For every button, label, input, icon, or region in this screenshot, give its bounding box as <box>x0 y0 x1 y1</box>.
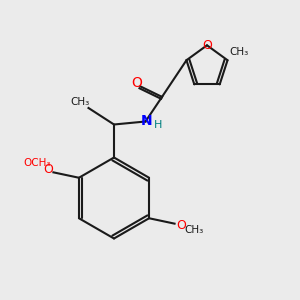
Text: CH₃: CH₃ <box>229 47 249 57</box>
Text: CH₃: CH₃ <box>70 97 90 107</box>
Text: O: O <box>131 76 142 90</box>
Text: OCH₃: OCH₃ <box>23 158 51 168</box>
Text: O: O <box>44 164 53 176</box>
Text: O: O <box>202 39 212 52</box>
Text: CH₃: CH₃ <box>184 225 204 235</box>
Text: O: O <box>176 219 186 232</box>
Text: H: H <box>154 120 162 130</box>
Text: N: N <box>141 114 153 128</box>
